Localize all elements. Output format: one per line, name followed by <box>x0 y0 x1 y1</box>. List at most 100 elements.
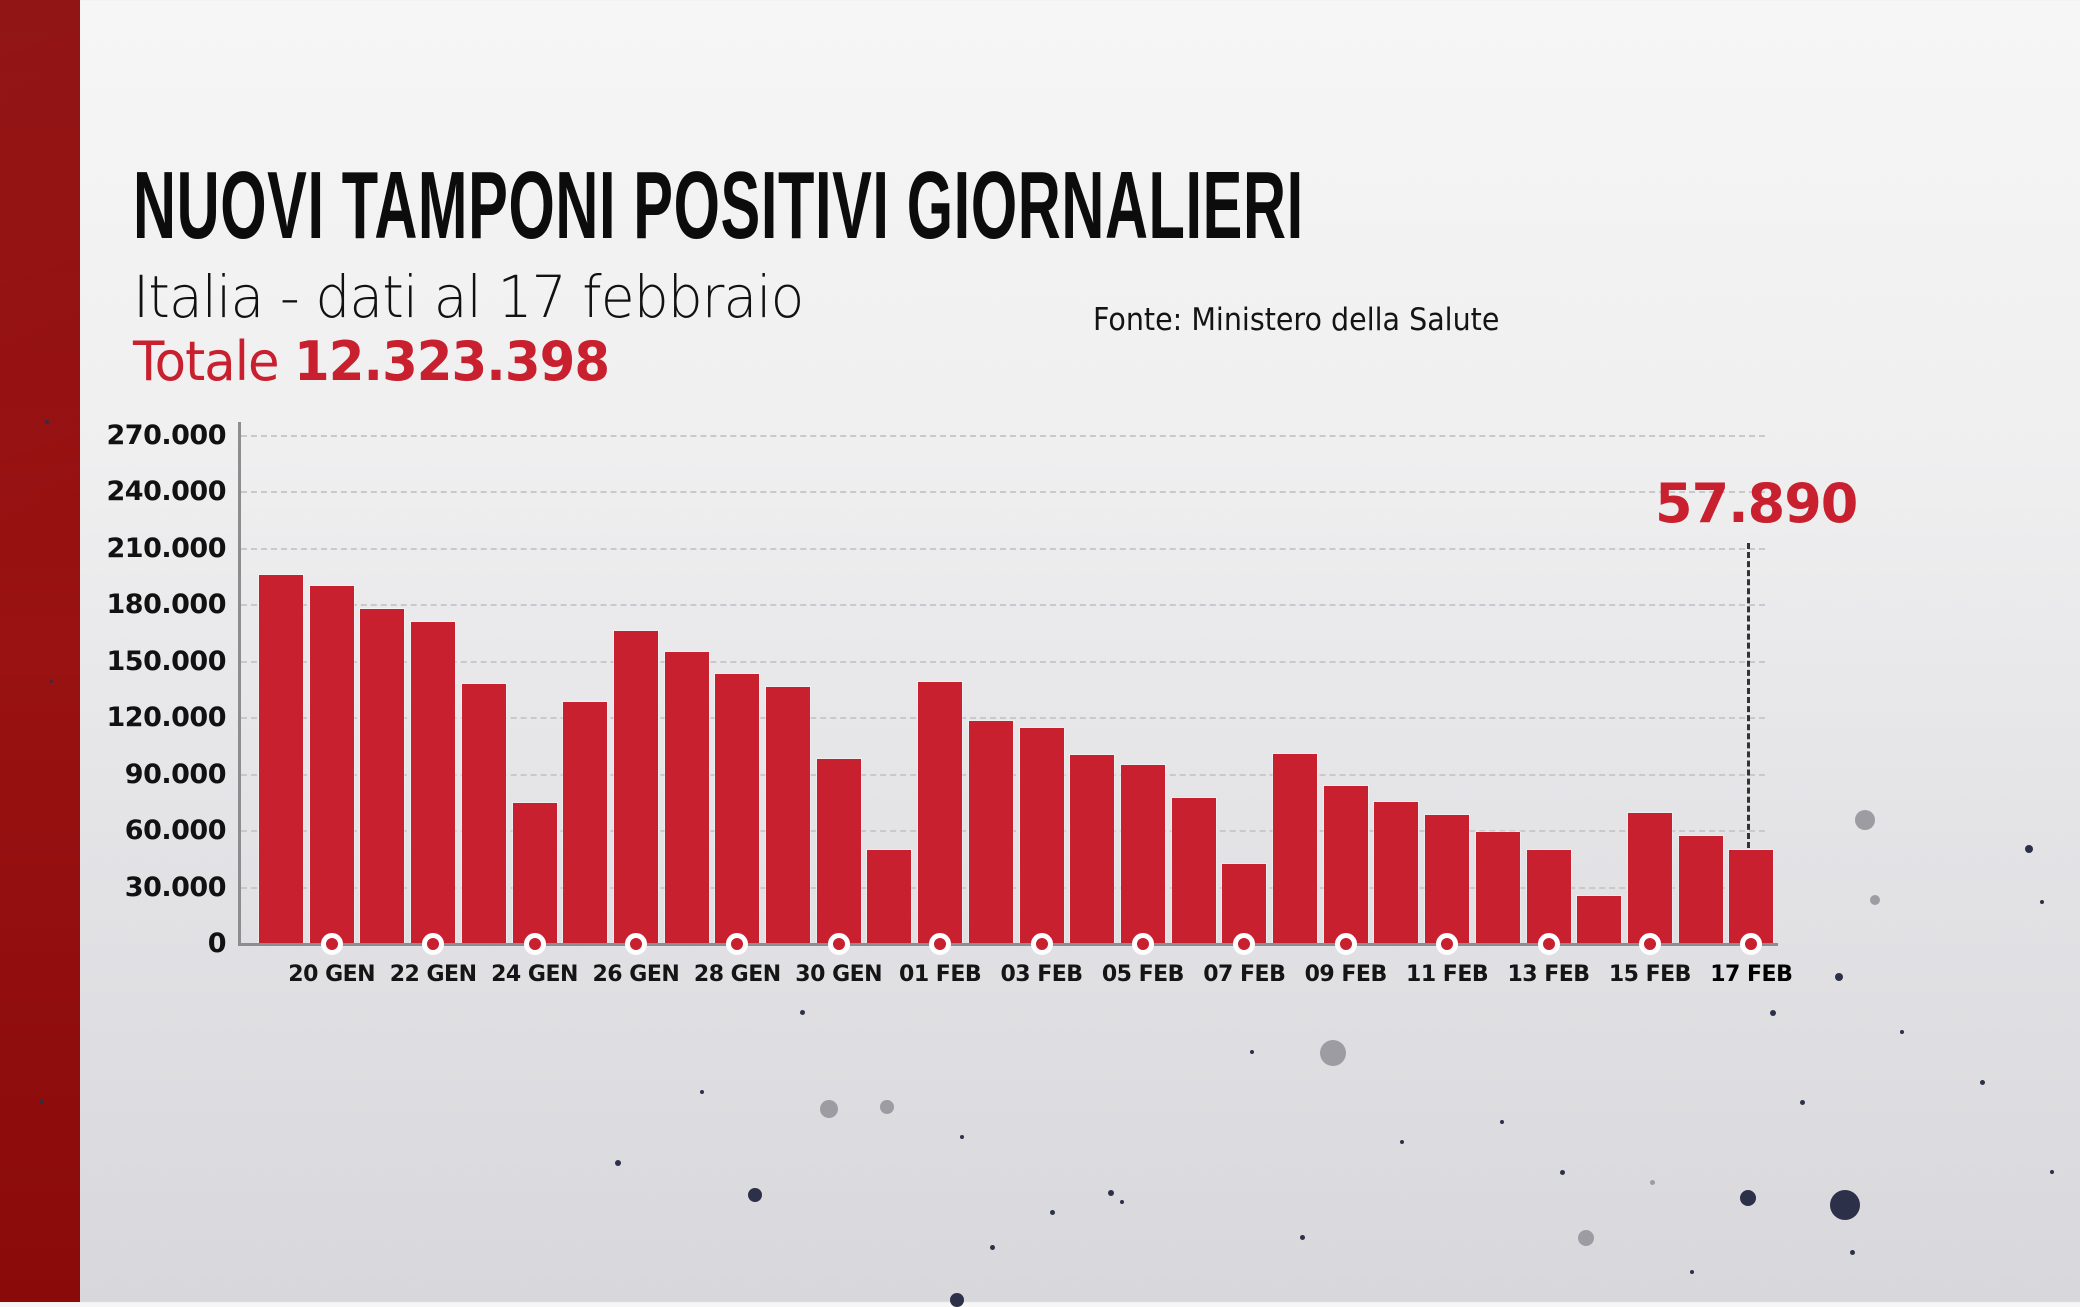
decorative-dot <box>1050 1210 1055 1215</box>
x-tick-marker <box>1233 933 1256 955</box>
x-tick-marker <box>827 933 850 955</box>
bar-06-feb <box>1171 798 1216 944</box>
decorative-dot <box>1770 1010 1776 1016</box>
x-tick-label: 03 FEB <box>1000 962 1083 987</box>
x-tick-label: 17 FEB <box>1710 962 1793 987</box>
gridline <box>241 547 1765 550</box>
bar-16-feb <box>1678 836 1723 944</box>
decorative-dot <box>50 680 53 683</box>
y-tick-label: 120.000 <box>106 702 227 734</box>
x-tick-marker <box>320 933 343 955</box>
bar-03-feb <box>1019 728 1064 944</box>
x-tick-label: 26 GEN <box>592 962 680 987</box>
bar-19-gen <box>259 575 303 944</box>
x-tick-marker <box>624 933 647 955</box>
bar-21-gen <box>360 609 405 944</box>
decorative-dot <box>45 420 49 424</box>
x-tick-marker <box>929 933 952 955</box>
decorative-dot <box>1500 1120 1504 1124</box>
decorative-dot <box>2025 845 2033 853</box>
decorative-dot <box>2040 900 2044 904</box>
bar-08-feb <box>1273 753 1317 944</box>
decorative-dot <box>800 1010 805 1015</box>
page-title: NUOVI TAMPONI POSITIVI GIORNALIERI <box>133 152 1304 259</box>
x-tick-marker <box>1436 933 1459 955</box>
bar-10-feb <box>1374 801 1419 944</box>
gridline <box>241 604 1765 607</box>
bar-20-gen <box>309 585 354 944</box>
x-tick-marker <box>523 933 546 955</box>
x-tick-marker <box>1740 933 1763 955</box>
decorative-dot <box>615 1160 621 1166</box>
bar-31-gen <box>867 849 912 944</box>
bar-01-feb <box>918 682 963 944</box>
bar-27-gen <box>664 652 709 944</box>
decorative-dot <box>1250 1050 1254 1054</box>
x-tick-label: 22 GEN <box>389 962 477 987</box>
decorative-dot <box>700 1090 704 1094</box>
x-tick-marker <box>1537 933 1560 955</box>
decorative-dot <box>1980 1080 1985 1085</box>
decorative-dot <box>1120 1200 1124 1204</box>
decorative-dot <box>960 1135 964 1139</box>
decorative-dot <box>1690 1270 1694 1274</box>
total-value: 12.323.398 <box>294 330 610 393</box>
x-tick-marker <box>1638 933 1661 955</box>
gridline <box>241 717 1765 720</box>
bar-17-feb <box>1729 850 1774 944</box>
y-tick-label: 210.000 <box>106 532 227 564</box>
x-tick-marker <box>726 933 749 955</box>
bar-25-gen <box>563 701 608 944</box>
decorative-dot <box>1830 1190 1860 1220</box>
bar-02-feb <box>968 720 1013 944</box>
bar-29-gen <box>766 686 810 944</box>
y-tick-label: 180.000 <box>106 589 227 621</box>
bar-30-gen <box>816 759 861 944</box>
x-tick-marker <box>1030 933 1053 955</box>
decorative-dot <box>880 1100 894 1114</box>
x-tick-label: 07 FEB <box>1203 962 1286 987</box>
decorative-dot <box>1400 1140 1404 1144</box>
bar-05-feb <box>1120 765 1165 944</box>
annotation-dashed-line <box>1747 543 1750 848</box>
bar-04-feb <box>1070 754 1115 944</box>
x-tick-label: 09 FEB <box>1304 962 1388 987</box>
y-tick-label: 30.000 <box>124 871 227 903</box>
decorative-dot <box>1650 1180 1655 1185</box>
bar-14-feb <box>1577 895 1622 944</box>
x-tick-label: 01 FEB <box>899 962 982 987</box>
decorative-dot <box>1900 1030 1904 1034</box>
decorative-dot <box>1300 1235 1305 1240</box>
x-tick-label: 20 GEN <box>288 962 376 987</box>
subtitle: Italia - dati al 17 febbraio <box>133 263 804 331</box>
x-tick-label: 28 GEN <box>693 962 781 987</box>
x-tick-label: 30 GEN <box>795 962 883 987</box>
decorative-dot <box>1320 1040 1346 1066</box>
x-tick-marker <box>1131 933 1154 955</box>
side-accent-strip <box>0 0 80 1302</box>
x-tick-marker <box>422 933 445 955</box>
source-note: Fonte: Ministero della Salute <box>1093 302 1500 338</box>
decorative-dot <box>1740 1190 1756 1206</box>
decorative-dot <box>1870 895 1880 905</box>
decorative-dot <box>1108 1190 1114 1196</box>
bar-28-gen <box>715 673 760 944</box>
decorative-dot <box>950 1293 964 1307</box>
bar-13-feb <box>1526 850 1571 944</box>
bar-24-gen <box>512 802 557 944</box>
bar-11-feb <box>1425 814 1470 944</box>
gridline <box>241 435 1765 437</box>
decorative-dot <box>1835 973 1843 981</box>
total-line: Totale 12.323.398 <box>133 330 610 394</box>
x-tick-marker <box>1334 933 1357 955</box>
bar-15-feb <box>1627 812 1672 944</box>
bar-22-gen <box>411 622 456 944</box>
bar-26-gen <box>613 630 658 944</box>
bar-12-feb <box>1475 831 1520 944</box>
gridline <box>241 491 1765 494</box>
decorative-dot <box>820 1100 838 1118</box>
x-tick-label: 05 FEB <box>1101 962 1185 987</box>
y-tick-label: 270.000 <box>106 420 227 451</box>
y-tick-label: 0 <box>207 928 227 959</box>
